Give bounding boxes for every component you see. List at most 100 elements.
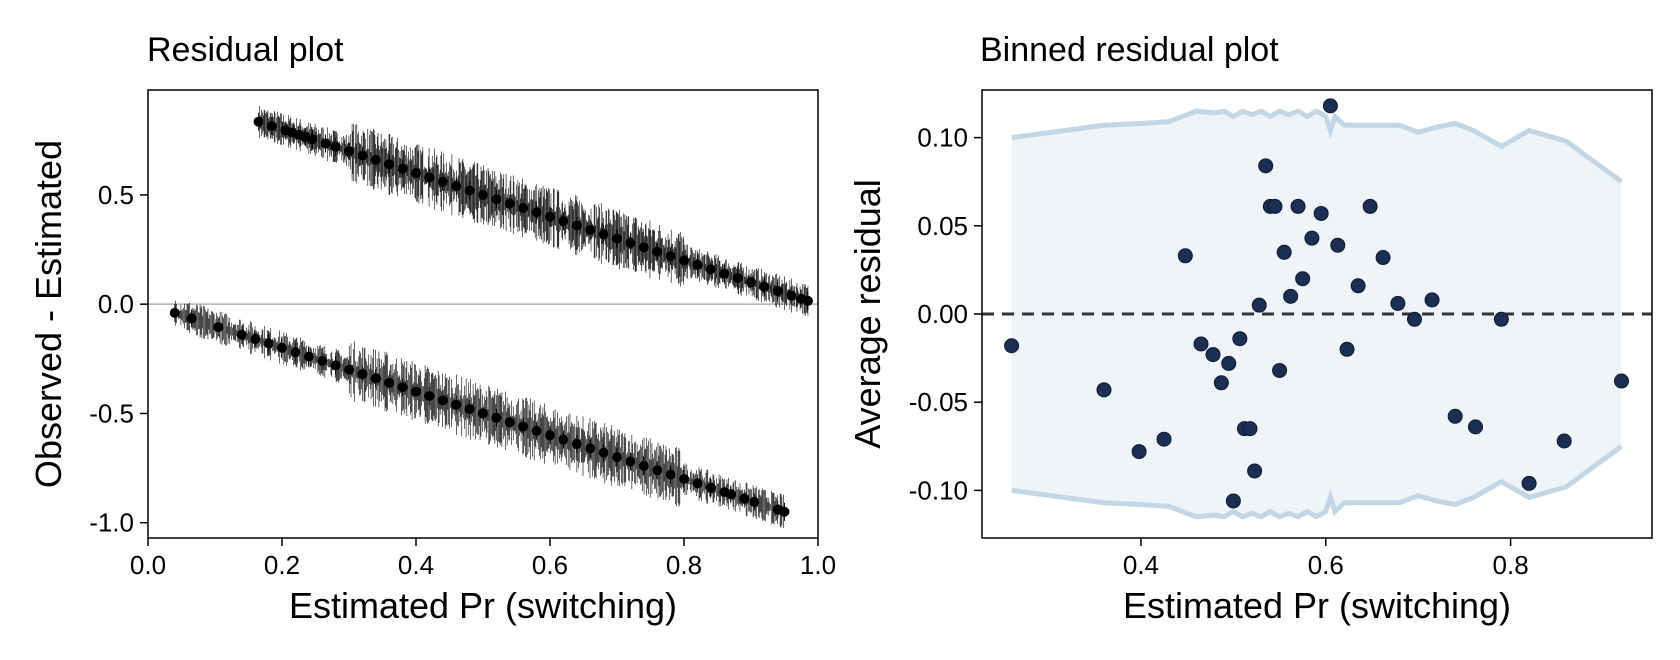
residual-plot-x-tick-label: 0.0 — [130, 550, 166, 580]
residual-point — [464, 404, 475, 415]
residual-point — [320, 138, 331, 149]
residual-point — [504, 417, 515, 428]
residual-point — [397, 382, 408, 393]
binned-residual-point — [1390, 295, 1406, 311]
residual-point — [307, 134, 318, 145]
residual-point — [598, 229, 609, 240]
residual-point — [786, 290, 797, 301]
residual-point — [531, 207, 542, 218]
binned-residual-point — [1221, 355, 1237, 371]
binned-residual-point — [1247, 463, 1263, 479]
residual-point — [558, 434, 569, 445]
residual-point — [357, 150, 368, 161]
confidence-band-upper — [1011, 108, 1623, 184]
residual-point — [411, 168, 421, 179]
binned-residual-plot-area — [982, 98, 1652, 520]
residual-point — [692, 478, 703, 489]
residual-point — [746, 277, 756, 288]
residual-point — [705, 482, 716, 493]
binned-residual-point — [1232, 331, 1248, 347]
binned-residual-point — [1304, 230, 1320, 246]
residual-point — [370, 373, 381, 384]
binned-residual-point — [1556, 433, 1572, 449]
residual-point — [451, 399, 462, 410]
residual-point — [679, 255, 689, 266]
residual-point — [370, 154, 381, 165]
residual-plot-area — [148, 106, 818, 529]
binned-residual-point — [1131, 444, 1147, 460]
residual-point — [236, 329, 247, 340]
residual-point — [692, 259, 703, 270]
residual-plot-panel: Residual plot Estimated Pr (switching) O… — [28, 31, 836, 626]
residual-point — [638, 460, 649, 471]
residual-point — [491, 412, 502, 423]
residual-plot-y-tick-label: -1.0 — [89, 508, 134, 538]
binned-residual-point — [1614, 373, 1630, 389]
confidence-band-lower — [1011, 444, 1623, 520]
binned-residual-point — [1251, 297, 1267, 313]
residual-plot-x-tick-label: 0.4 — [398, 550, 434, 580]
residual-plot-x-tick-label: 0.6 — [532, 550, 568, 580]
residual-point — [679, 473, 689, 484]
residual-point — [424, 172, 435, 183]
residual-point — [612, 452, 622, 463]
residual-point — [451, 181, 462, 192]
binned-residual-point — [1004, 338, 1020, 354]
residual-point — [277, 342, 287, 353]
binned-residual-point — [1258, 158, 1274, 174]
residual-series-1 — [253, 106, 813, 316]
binned-residual-point — [1193, 336, 1209, 352]
residual-point — [772, 286, 783, 297]
residual-point — [250, 334, 261, 345]
residual-point — [357, 369, 368, 380]
residual-plot-x-axis-label: Estimated Pr (switching) — [289, 585, 677, 626]
residual-point — [545, 430, 555, 441]
residual-point — [571, 439, 582, 450]
residual-point — [491, 194, 502, 205]
residual-point — [625, 237, 636, 248]
residual-point — [585, 224, 596, 235]
binned-residual-point — [1290, 198, 1306, 214]
residual-point — [585, 443, 596, 454]
binned-residual-point — [1313, 205, 1329, 221]
binned-residual-point — [1467, 419, 1483, 435]
residual-point — [478, 408, 488, 419]
residual-point — [638, 242, 649, 253]
residual-series-2 — [169, 300, 790, 529]
residual-point — [213, 322, 224, 333]
residual-point — [598, 447, 609, 458]
binned-residual-point — [1521, 475, 1537, 491]
residual-point — [344, 364, 354, 375]
residual-point — [186, 313, 197, 324]
residual-point — [802, 295, 813, 306]
residual-point — [725, 489, 736, 500]
residual-point — [705, 264, 716, 275]
binned-residual-point — [1177, 248, 1193, 264]
residual-point — [424, 390, 435, 401]
binned-residual-point — [1225, 493, 1241, 509]
binned-residual-point — [1283, 288, 1299, 304]
residual-point — [504, 198, 515, 209]
residual-point — [652, 246, 663, 257]
binned-residual-plot-y-ticks: 0.10 0.05 0.00 -0.05 -0.10 — [909, 123, 982, 505]
binned-residual-plot-x-tick-label: 0.4 — [1123, 550, 1159, 580]
binned-residual-plot-y-tick-label: -0.10 — [909, 475, 968, 505]
residual-point — [545, 211, 555, 222]
residual-plot-y-ticks: -1.0 -0.5 0.0 0.5 — [89, 180, 148, 538]
residual-plot-x-tick-label: 0.2 — [264, 550, 300, 580]
binned-residual-point — [1156, 431, 1172, 447]
residual-point — [665, 469, 676, 480]
residual-point — [612, 233, 622, 244]
residual-point — [652, 465, 663, 476]
binned-residual-point — [1205, 347, 1221, 363]
residual-point — [303, 351, 314, 362]
residual-point — [397, 163, 408, 174]
binned-residual-plot-x-axis-label: Estimated Pr (switching) — [1123, 585, 1511, 626]
binned-residual-plot-x-tick-label: 0.8 — [1493, 550, 1529, 580]
binned-residual-point — [1330, 237, 1346, 253]
binned-residual-point — [1447, 408, 1463, 424]
residual-point — [169, 307, 180, 318]
binned-residual-point — [1339, 341, 1355, 357]
residual-point — [625, 456, 636, 467]
